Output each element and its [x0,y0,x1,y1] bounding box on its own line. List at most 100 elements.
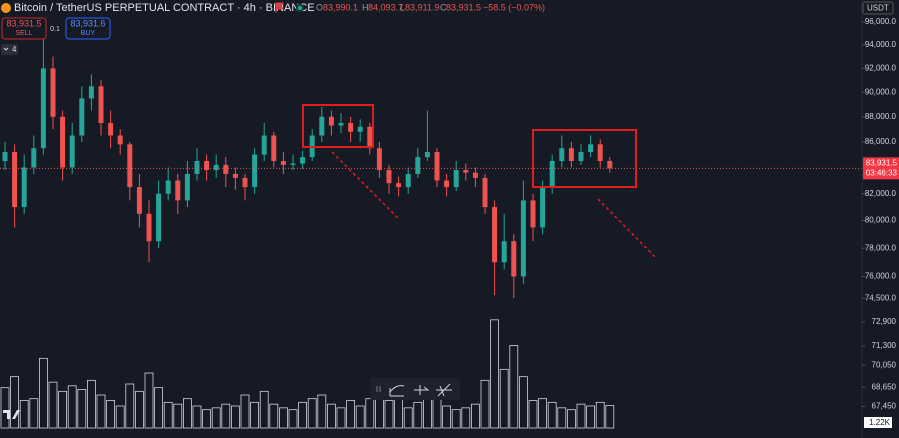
logo[interactable] [3,410,20,419]
drawing-rect[interactable] [532,129,637,188]
volume-bar [307,398,317,429]
volume-bar [19,400,29,429]
volume-bar [182,398,192,429]
tool-icon[interactable] [389,385,405,397]
candle-body [223,164,229,174]
collapse-button[interactable] [1,44,18,55]
candle-body [60,116,66,168]
volume-bar [230,405,240,429]
volume-bar [317,394,327,429]
candle-body [79,98,85,136]
candle-body [578,152,584,161]
h-label: H [362,2,369,12]
volume-bar [605,405,615,429]
volume-bar [115,405,125,429]
candle-body [98,86,104,123]
volume-bar [470,403,480,429]
candle-body [242,177,248,188]
candle-body [597,144,603,161]
candle-body [607,160,613,169]
candle-body [559,148,565,161]
candle-body [88,86,94,99]
volume-bar [250,401,260,429]
volume-bar [538,398,547,429]
candle-body [136,187,142,214]
symbol[interactable]: Bitcoin / TetherUS PERPETUAL CONTRACT · … [14,2,315,14]
y-tick-label: 88,000.0 [865,112,897,121]
candle-body [21,167,27,208]
candle-body [357,126,363,132]
volume-bar [163,401,173,429]
candle-body [376,148,382,171]
candle-body [434,152,440,181]
volume-bar [58,390,67,429]
candle-body [127,144,133,188]
candle-body [184,173,190,201]
volume-bar [480,379,490,429]
y-tick-label: 80,000.0 [865,216,897,225]
flag[interactable] [275,2,284,13]
candle-body [588,144,594,153]
price-label-box [863,157,899,180]
sell-button[interactable] [1,17,47,40]
y-tick-label: 94,000.0 [865,40,897,49]
volume-bar [48,381,58,429]
sell-price[interactable]: 83,931.5 [6,18,41,28]
volume-bar [499,368,509,429]
volume-bar [96,394,106,429]
volume-bar [259,390,269,429]
candle-body [108,122,114,136]
candle-body [194,160,200,174]
volume-bar [442,405,452,429]
candle-body [204,160,210,171]
tool-icon[interactable] [414,385,430,395]
candle-body [165,180,171,194]
volume-bar [403,407,413,429]
collapse-count[interactable]: 4 [12,45,17,54]
drawing-toolbar [370,378,460,400]
candle-body [444,180,450,188]
volume-bar [451,409,461,429]
candle-body [405,173,411,188]
volume-bar [365,398,375,429]
volume-bar [547,401,557,429]
buy-price[interactable]: 83,931.6 [70,18,105,28]
candle-body [530,200,536,228]
drawing-rect[interactable] [302,104,374,148]
volume-bar [567,409,576,429]
toolbar-handle[interactable] [376,386,381,392]
quantity[interactable]: 0.1 [50,26,60,33]
tool-icon[interactable] [436,383,452,397]
volume-bar [336,407,346,429]
c-value: 83,931.5 [446,2,481,12]
volume-bar [278,407,288,429]
buy-button[interactable] [65,17,111,40]
candle-body [40,68,46,149]
candle-body [453,170,459,188]
sell-label[interactable]: SELL [15,30,32,37]
volume-bar [528,400,538,429]
candle-body [156,193,162,242]
volume-bar [461,407,471,429]
volume-bar [586,405,595,429]
candle-body [50,68,56,117]
y-tick-label: 78,000.0 [865,243,897,252]
volume-bar [269,403,279,429]
chevron [3,47,9,51]
candle-body [415,157,421,174]
price-axis [862,0,899,438]
y-tick-label: 86,000.0 [865,137,897,146]
candle-body [396,183,402,188]
volume-bar [39,357,48,429]
candle-body [338,122,344,126]
currency-box[interactable] [862,1,894,15]
buy-label[interactable]: BUY [81,30,96,37]
drawing-line[interactable] [597,198,658,260]
h-value: 84,093.7 [368,2,403,12]
currency[interactable]: USDT [867,4,889,13]
candle-body [482,177,488,208]
candle-body [290,163,296,165]
volume-bar [288,409,298,429]
candle-body [472,172,478,178]
